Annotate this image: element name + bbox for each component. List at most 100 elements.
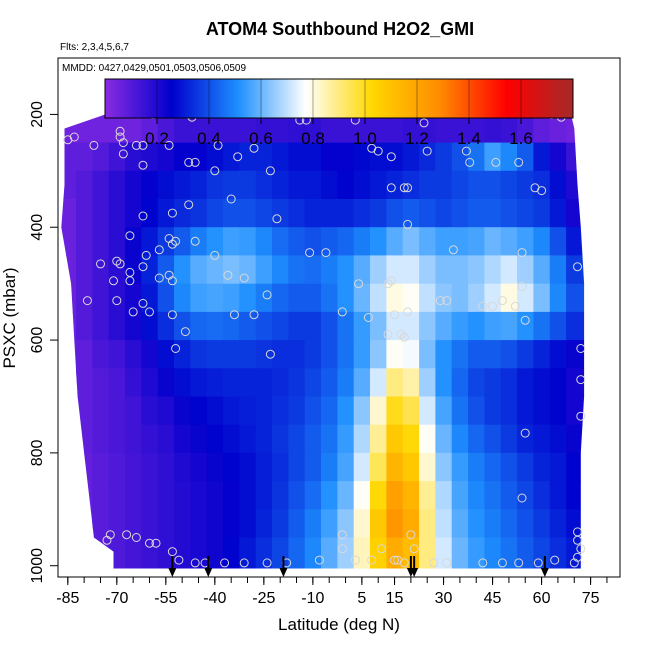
field-cell	[125, 311, 143, 341]
field-cell	[402, 368, 420, 398]
colorbar-tick-label: 0.6	[249, 129, 273, 148]
field-cell	[141, 255, 159, 285]
observation-point	[184, 157, 194, 167]
field-cell	[223, 311, 241, 341]
field-cell	[76, 509, 94, 539]
observation-point	[429, 558, 439, 568]
field-cell	[108, 537, 126, 569]
field-cell	[141, 283, 159, 313]
observation-point	[386, 276, 396, 286]
observation-point	[422, 146, 432, 156]
observation-point	[164, 140, 174, 150]
observation-point	[354, 279, 364, 289]
field-cell	[386, 199, 404, 228]
field-cell	[190, 452, 208, 482]
observation-point	[573, 552, 582, 562]
field-cell	[337, 142, 355, 172]
field-cell	[92, 509, 110, 539]
field-cell	[549, 170, 567, 200]
field-cell	[468, 452, 486, 482]
observation-point	[390, 555, 399, 565]
observation-point	[337, 307, 347, 317]
field-cell	[92, 311, 110, 341]
x-tick-label: 5	[357, 590, 366, 607]
field-cell	[321, 199, 339, 228]
field-cell	[468, 368, 486, 398]
field-cell	[223, 255, 241, 285]
field-cell	[419, 537, 437, 569]
field-cell	[321, 340, 339, 370]
field-cell	[566, 396, 585, 426]
observation-point	[550, 555, 560, 565]
y-axis-label: PSXC (mbar)	[0, 267, 19, 368]
observation-point	[239, 273, 249, 283]
field-cell	[239, 255, 257, 285]
field-cell	[92, 537, 110, 569]
field-cell	[337, 199, 355, 228]
field-cell	[76, 424, 94, 454]
field-cell	[484, 452, 502, 482]
field-cell	[76, 170, 94, 200]
field-cell	[533, 170, 551, 200]
field-cell	[549, 199, 567, 228]
x-tick-label: -10	[301, 590, 324, 607]
field-cell	[321, 255, 339, 285]
field-cell	[451, 537, 469, 569]
observation-point	[403, 307, 413, 317]
field-cell	[206, 170, 224, 200]
field-cell	[223, 396, 241, 426]
plot-frame	[57, 57, 621, 578]
field-cell	[174, 199, 192, 228]
field-cell	[92, 424, 110, 454]
observation-point	[265, 349, 275, 359]
field-cell	[272, 396, 290, 426]
field-cell	[566, 283, 585, 313]
field-cell	[549, 283, 567, 313]
field-cell	[108, 340, 126, 370]
field-cell	[61, 170, 77, 200]
field-cell	[386, 509, 404, 539]
field-cell	[108, 199, 126, 228]
field-cell	[288, 283, 306, 313]
field-cell	[386, 283, 404, 313]
field-cell	[174, 255, 192, 285]
field-cell	[206, 481, 224, 511]
colorbar-tick-label: 0.8	[301, 129, 325, 148]
field-cell	[223, 537, 241, 569]
field-cell	[157, 255, 175, 285]
observation-point	[125, 231, 135, 241]
field-cell	[370, 283, 388, 313]
field-cell	[549, 452, 567, 482]
field-cell	[419, 424, 437, 454]
observation-point	[102, 535, 112, 545]
observation-point	[190, 157, 200, 167]
observation-point	[154, 273, 164, 283]
field-cell	[272, 311, 290, 341]
colorbar-tick-label: 0.2	[145, 129, 169, 148]
field-cell	[239, 283, 257, 313]
field-cell	[92, 452, 110, 482]
field-cell	[174, 283, 192, 313]
field-cell	[288, 368, 306, 398]
field-cell	[190, 199, 208, 228]
observation-point	[265, 166, 275, 176]
field-cell	[92, 340, 110, 370]
field-cell	[500, 311, 518, 341]
field-cell	[435, 199, 453, 228]
field-cell	[190, 368, 208, 398]
observation-point	[210, 166, 220, 176]
field-cell	[223, 452, 241, 482]
field-cell	[517, 340, 535, 370]
observation-point	[272, 214, 282, 224]
field-cell	[174, 424, 192, 454]
field-cell	[468, 199, 486, 228]
field-cell	[304, 424, 322, 454]
field-cell	[370, 170, 388, 200]
field-cell	[337, 311, 355, 341]
field-cell	[566, 142, 585, 172]
field-cell	[370, 311, 388, 341]
field-cell	[76, 142, 94, 172]
observation-point	[128, 307, 138, 317]
field-cell	[500, 396, 518, 426]
observation-point	[180, 327, 190, 337]
